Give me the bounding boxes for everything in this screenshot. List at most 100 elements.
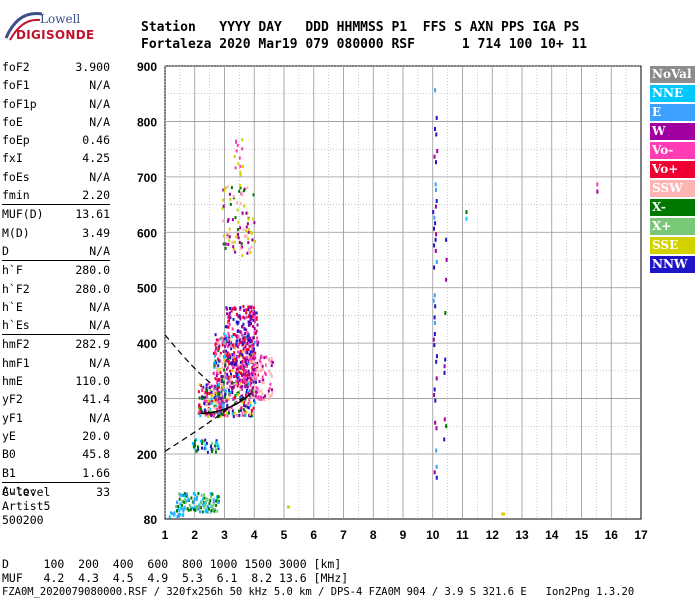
echo-point <box>435 187 437 192</box>
echo-point <box>214 441 217 444</box>
echo-point <box>249 360 252 364</box>
echo-point <box>224 344 227 348</box>
echo-point <box>247 373 250 377</box>
echo-point <box>246 331 249 335</box>
echo-point <box>246 251 249 255</box>
echo-point <box>269 372 272 376</box>
echo-point <box>238 308 241 312</box>
echo-point <box>243 204 246 208</box>
echo-point <box>212 400 215 404</box>
echo-point <box>203 399 206 403</box>
param-row: foF1p N/A <box>2 95 110 113</box>
echo-point <box>252 406 255 410</box>
echo-point <box>186 495 189 498</box>
echo-point <box>243 370 246 374</box>
echo-point <box>248 322 251 326</box>
param-name: B0 <box>2 447 16 462</box>
echo-point <box>241 413 244 417</box>
param-row: fxI 4.25 <box>2 149 110 167</box>
echo-point <box>204 509 207 513</box>
echo-point <box>255 380 257 384</box>
echo-point <box>243 316 246 320</box>
echo-point <box>202 396 205 400</box>
echo-point <box>432 298 435 303</box>
echo-point <box>213 406 216 410</box>
legend-item: NoVal <box>650 66 695 83</box>
echo-point <box>231 391 234 394</box>
param-value: 110.0 <box>75 374 110 389</box>
echo-point <box>250 391 253 395</box>
echo-point <box>199 410 202 414</box>
echo-point <box>246 334 249 338</box>
echo-point <box>244 404 247 408</box>
echo-point <box>213 404 216 408</box>
echo-point <box>203 496 206 500</box>
echo-point <box>217 371 220 375</box>
echo-point <box>198 503 201 507</box>
param-separator <box>2 481 110 483</box>
param-value: N/A <box>89 96 110 111</box>
echo-point <box>221 378 224 382</box>
echo-point <box>179 493 182 497</box>
echo-point <box>200 384 202 388</box>
echo-point <box>207 414 209 418</box>
echo-point <box>208 501 211 505</box>
header-labels: Station YYYY DAY DDD HHMMSS P1 FFS S AXN… <box>141 20 580 35</box>
echo-point <box>435 464 438 469</box>
param-row: hmF2 282.9 <box>2 335 110 353</box>
echo-point <box>217 400 220 404</box>
echo-point <box>445 277 448 282</box>
x-tick-label: 1 <box>162 528 169 542</box>
echo-point <box>239 337 242 341</box>
echo-point <box>233 351 236 355</box>
param-row: h`E N/A <box>2 298 110 316</box>
param-name: foF1 <box>2 78 30 93</box>
echo-point <box>196 445 199 449</box>
echo-point <box>226 373 229 376</box>
echo-point <box>270 356 273 360</box>
echo-point <box>251 389 253 393</box>
echo-point <box>261 355 264 359</box>
echo-point <box>239 226 242 230</box>
param-row: foF1 N/A <box>2 76 110 94</box>
echo-point <box>231 327 234 331</box>
echo-point <box>210 401 213 405</box>
echo-point <box>596 189 599 194</box>
echo-point <box>443 417 446 422</box>
y-tick-label: 600 <box>137 226 157 240</box>
echo-point <box>250 395 253 399</box>
echo-point <box>201 439 204 443</box>
param-value: N/A <box>89 78 110 93</box>
echo-point <box>256 323 259 327</box>
echo-point <box>218 367 221 371</box>
echo-point <box>182 513 185 517</box>
echo-point <box>238 343 240 346</box>
parameter-list: foF2 3.900 foF1 N/A foF1p N/A foE N/A foEp 0.46 fx… <box>2 58 110 501</box>
echo-point <box>221 340 224 344</box>
legend-item: SSW <box>650 180 695 197</box>
echo-point <box>232 415 235 419</box>
echo-point <box>252 358 255 362</box>
echo-point <box>180 503 183 507</box>
echo-point <box>203 439 206 443</box>
echo-point <box>251 393 254 397</box>
echo-point <box>435 199 438 203</box>
echo-point <box>252 380 255 384</box>
echo-point <box>243 336 246 339</box>
echo-point <box>192 501 195 505</box>
echo-point <box>212 413 215 417</box>
echo-point <box>433 315 436 320</box>
echo-point <box>222 388 225 392</box>
param-name: foEs <box>2 169 30 184</box>
echo-point <box>230 347 233 351</box>
echo-point <box>239 372 242 375</box>
echo-point <box>212 501 215 504</box>
echo-point <box>239 170 242 174</box>
echo-point <box>228 319 230 323</box>
echo-point <box>250 357 253 361</box>
echo-point <box>237 233 239 236</box>
echo-point <box>241 366 244 370</box>
echo-point <box>255 390 258 394</box>
echo-point <box>242 315 245 319</box>
echo-point <box>236 350 239 354</box>
